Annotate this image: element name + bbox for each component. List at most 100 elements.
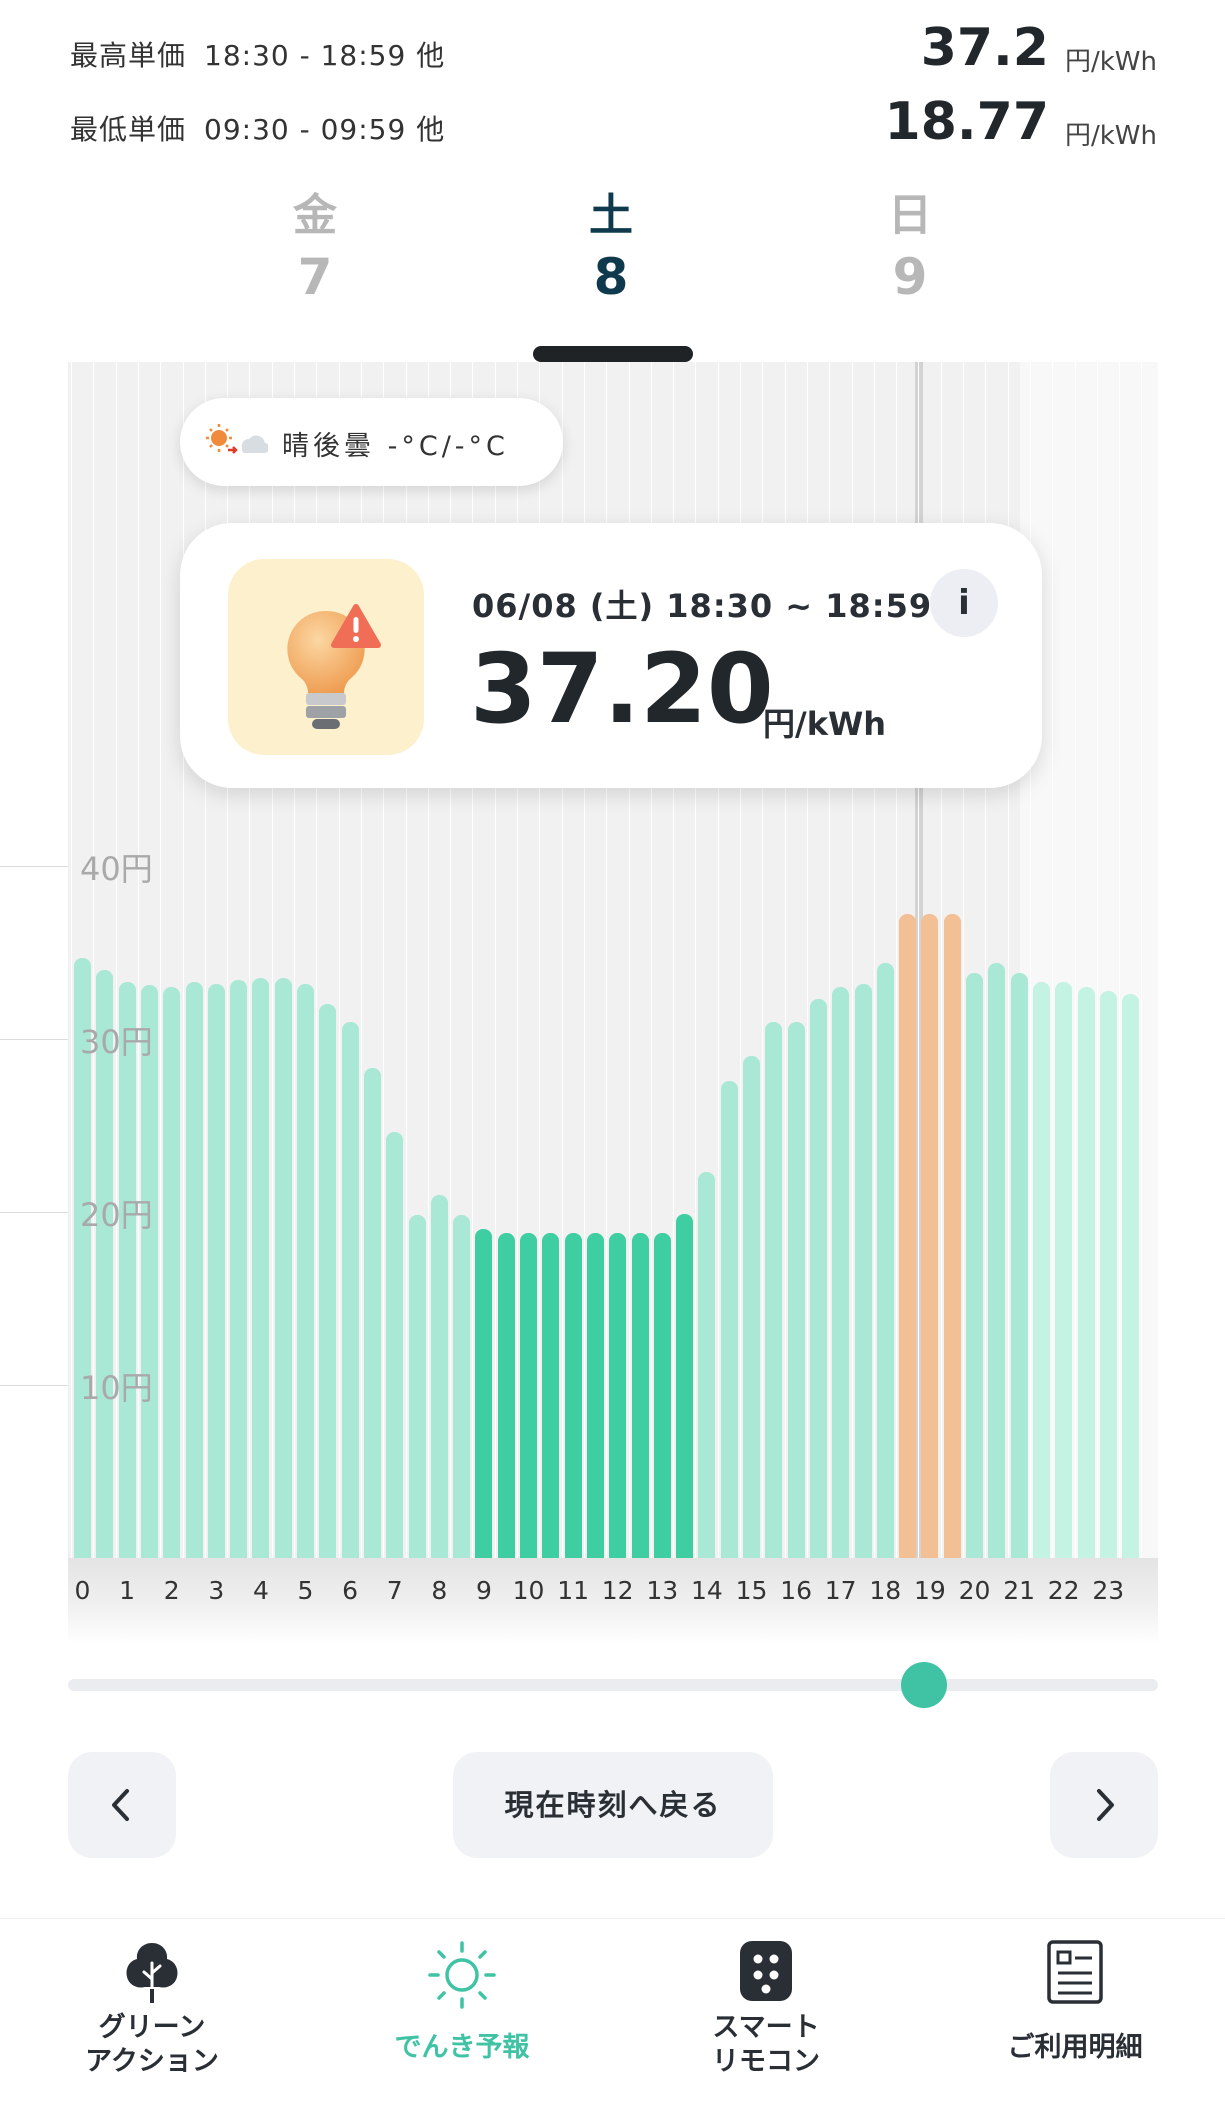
- vertical-grid-line: [360, 362, 362, 1558]
- hour-label: 16: [780, 1576, 812, 1605]
- price-bar[interactable]: [854, 983, 872, 1558]
- price-bar[interactable]: [475, 1229, 493, 1558]
- max-price-value: 37.2: [920, 18, 1049, 78]
- price-bar[interactable]: [631, 1233, 649, 1558]
- price-bar[interactable]: [653, 1233, 671, 1558]
- price-bar[interactable]: [140, 985, 158, 1558]
- price-bar[interactable]: [1077, 987, 1095, 1558]
- hour-label: 13: [646, 1576, 679, 1605]
- vertical-grid-line: [450, 362, 452, 1558]
- price-bar[interactable]: [542, 1233, 560, 1558]
- price-bar[interactable]: [765, 1021, 783, 1558]
- price-bar[interactable]: [408, 1215, 426, 1558]
- price-bar[interactable]: [720, 1080, 738, 1558]
- price-bar[interactable]: [899, 914, 917, 1558]
- price-bar[interactable]: [743, 1056, 760, 1558]
- price-bar[interactable]: [118, 981, 136, 1558]
- info-button[interactable]: i: [930, 569, 998, 637]
- time-slider-thumb[interactable]: [900, 1662, 947, 1708]
- price-bar[interactable]: [430, 1194, 448, 1558]
- price-bar[interactable]: [609, 1233, 627, 1558]
- vertical-grid-line: [561, 362, 563, 1558]
- hour-label: 19: [913, 1576, 946, 1605]
- price-bar[interactable]: [698, 1172, 716, 1558]
- price-bar[interactable]: [809, 999, 827, 1558]
- price-bar[interactable]: [1055, 981, 1073, 1558]
- price-bar[interactable]: [921, 914, 939, 1558]
- next-button[interactable]: [1050, 1752, 1158, 1858]
- y-tick-label: 10円: [80, 1369, 153, 1407]
- vertical-grid-line: [271, 362, 273, 1558]
- selected-price-unit: 円/kWh: [763, 705, 887, 743]
- price-bar[interactable]: [966, 973, 983, 1558]
- tab-day-8[interactable]: 土 8: [511, 190, 711, 312]
- price-bar[interactable]: [564, 1233, 582, 1558]
- chevron-left-icon: [112, 1789, 129, 1821]
- vertical-grid-line: [717, 362, 719, 1558]
- vertical-grid-line: [517, 362, 518, 1558]
- hour-label: 2: [163, 1576, 180, 1605]
- tab-day-7[interactable]: 金 7: [215, 190, 415, 312]
- price-bar[interactable]: [497, 1232, 515, 1558]
- hour-label: 21: [1003, 1576, 1035, 1605]
- hour-label: 14: [690, 1576, 723, 1605]
- vertical-grid-line: [1096, 362, 1098, 1558]
- price-bar[interactable]: [252, 978, 270, 1558]
- day-tabs: 金 7 土 8 日 9: [125, 190, 1100, 360]
- vertical-grid-line: [606, 362, 608, 1558]
- price-bar[interactable]: [520, 1233, 537, 1558]
- price-bar[interactable]: [386, 1132, 404, 1558]
- price-bar[interactable]: [943, 914, 961, 1558]
- hour-label: 10: [512, 1576, 545, 1605]
- back-to-now-button[interactable]: 現在時刻へ戻る: [453, 1752, 773, 1858]
- price-bar[interactable]: [230, 980, 248, 1558]
- hour-label: 9: [475, 1576, 492, 1605]
- price-bar[interactable]: [185, 981, 203, 1558]
- price-bar[interactable]: [1010, 973, 1028, 1558]
- horizontal-grid-line: [0, 866, 68, 867]
- price-bar[interactable]: [876, 962, 894, 1558]
- price-bar[interactable]: [453, 1215, 471, 1558]
- max-price-unit: 円/kWh: [1064, 47, 1157, 77]
- tab-day-number: 8: [593, 248, 629, 306]
- price-bar[interactable]: [1122, 994, 1140, 1558]
- price-bar[interactable]: [207, 983, 225, 1558]
- hour-label: 1: [119, 1576, 136, 1605]
- tab-day-9[interactable]: 日 9: [810, 190, 1010, 312]
- price-bar[interactable]: [832, 987, 850, 1558]
- price-bar[interactable]: [787, 1021, 805, 1558]
- price-bar[interactable]: [1099, 990, 1117, 1558]
- vertical-grid-line: [71, 362, 72, 1558]
- price-bar[interactable]: [363, 1068, 381, 1558]
- sun-icon: [426, 1939, 498, 2015]
- vertical-grid-line: [182, 362, 184, 1558]
- price-bar[interactable]: [96, 969, 114, 1558]
- price-bar[interactable]: [988, 962, 1006, 1558]
- vertical-grid-line: [985, 362, 987, 1558]
- receipt-icon: [1045, 1939, 1105, 2009]
- price-bar[interactable]: [74, 957, 91, 1558]
- hour-label: 20: [958, 1576, 991, 1605]
- y-tick-label: 20円: [80, 1196, 153, 1234]
- min-price-label: 最低単価 09:30 - 09:59 他: [70, 113, 446, 146]
- price-bar[interactable]: [297, 983, 314, 1558]
- time-slider-track[interactable]: [68, 1679, 1158, 1691]
- price-bar[interactable]: [319, 1004, 337, 1558]
- vertical-grid-line: [494, 362, 496, 1558]
- price-bar[interactable]: [586, 1233, 604, 1558]
- max-price-label: 最高単価 18:30 - 18:59 他: [70, 39, 446, 72]
- horizontal-grid-line: [0, 1385, 68, 1386]
- price-bar[interactable]: [676, 1213, 694, 1558]
- prev-button[interactable]: [68, 1752, 176, 1858]
- nav-label: グリーン: [98, 2012, 206, 2043]
- vertical-grid-line: [249, 362, 251, 1558]
- price-detail-card: 06/08 (土) 18:30 ~ 18:59 37.20 円/kWh i: [180, 523, 1042, 788]
- vertical-grid-line: [160, 362, 162, 1558]
- price-bar[interactable]: [163, 987, 181, 1558]
- price-bar[interactable]: [341, 1021, 359, 1558]
- hour-label: 17: [824, 1576, 857, 1605]
- price-bar[interactable]: [274, 978, 292, 1558]
- nav-label: アクション: [85, 2046, 219, 2077]
- vertical-grid-line: [963, 362, 964, 1558]
- price-bar[interactable]: [1032, 981, 1050, 1558]
